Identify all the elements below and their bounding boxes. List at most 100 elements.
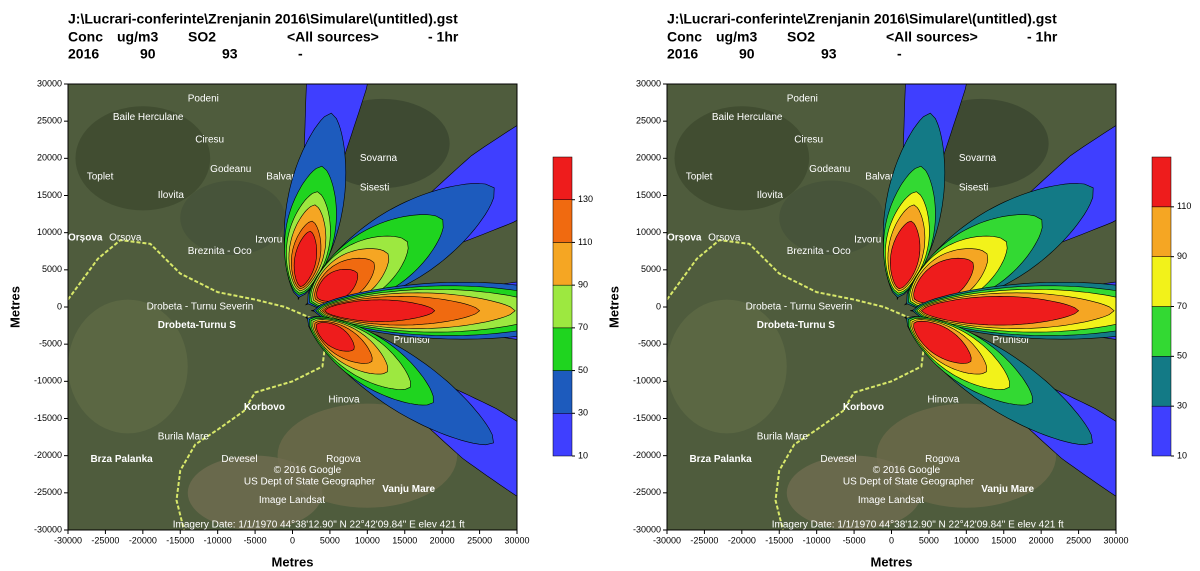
colorbar-tick-label: 110 — [1177, 201, 1191, 211]
map-label: Hinova — [328, 395, 360, 406]
map-label: Izvoru — [255, 235, 282, 246]
map-label: Baile Herculane — [113, 112, 184, 123]
colorbar-band — [1152, 406, 1171, 456]
y-axis-label: Metres — [7, 286, 22, 328]
colorbar-tick-label: 30 — [1177, 401, 1187, 411]
x-tick-label: -15000 — [166, 535, 194, 545]
colorbar-band — [1152, 257, 1171, 307]
info-field: - — [298, 46, 303, 62]
map-label: Drobeta - Turnu Severin — [147, 302, 254, 313]
map-label: Godeanu — [809, 164, 850, 175]
info-field: 93 — [222, 46, 238, 62]
map-label: Drobeta-Turnu S — [757, 320, 835, 331]
colorbar-band — [1152, 356, 1171, 406]
y-tick-label: 30000 — [636, 78, 661, 88]
y-tick-label: -25000 — [34, 487, 62, 497]
y-tick-label: -5000 — [638, 339, 661, 349]
x-tick-label: -20000 — [129, 535, 157, 545]
y-tick-label: 25000 — [636, 116, 661, 126]
colorbar-band — [553, 242, 572, 285]
subtitle-field: - 1hr — [428, 29, 459, 45]
y-tick-label: -15000 — [34, 413, 62, 423]
y-tick-label: 20000 — [37, 153, 62, 163]
x-tick-label: -25000 — [690, 535, 718, 545]
x-tick-label: -25000 — [91, 535, 119, 545]
map-label: Imagery Date: 1/1/1970 44°38'12.90" N 22… — [772, 519, 1064, 530]
x-tick-label: 20000 — [430, 535, 455, 545]
colorbar-tick-label: 130 — [578, 194, 593, 204]
map-label: Burila Mare — [757, 432, 809, 443]
colorbar-tick-label: 30 — [578, 408, 588, 418]
info-field: 2016 — [68, 46, 99, 62]
map-label: Ilovita — [158, 190, 185, 201]
colorbar-tick-label: 10 — [1177, 450, 1187, 460]
map-label: Izvoru — [854, 235, 881, 246]
map-label: Devesel — [820, 454, 856, 465]
map-label: Rogova — [326, 454, 361, 465]
colorbar-band — [553, 413, 572, 456]
y-tick-label: 30000 — [37, 78, 62, 88]
x-tick-label: 10000 — [954, 535, 979, 545]
x-tick-label: 15000 — [392, 535, 417, 545]
y-axis-label: Metres — [606, 286, 621, 328]
y-tick-label: 15000 — [37, 190, 62, 200]
subtitle-field: Conc — [667, 29, 702, 45]
x-axis-label: Metres — [272, 554, 314, 569]
colorbar-tick-label: 10 — [578, 450, 588, 460]
map-label: Vanju Mare — [981, 484, 1034, 495]
subtitle-field: Conc — [68, 29, 103, 45]
colorbar-band — [1152, 307, 1171, 357]
x-tick-label: -5000 — [244, 535, 267, 545]
y-tick-label: 0 — [57, 301, 62, 311]
x-tick-label: 5000 — [320, 535, 340, 545]
x-tick-label: 25000 — [467, 535, 492, 545]
map-label: Image Landsat — [858, 495, 924, 506]
map-label: Korbovo — [244, 402, 285, 413]
info-field: 90 — [739, 46, 755, 62]
y-tick-label: -5000 — [39, 339, 62, 349]
subtitle-field: SO2 — [188, 29, 216, 45]
subtitle-field: ug/m3 — [117, 29, 158, 45]
map-label: US Dept of State Geographer — [244, 476, 376, 487]
colorbar-band — [553, 200, 572, 243]
y-tick-label: -15000 — [633, 413, 661, 423]
map-label: Ciresu — [794, 134, 823, 145]
x-tick-label: 5000 — [919, 535, 939, 545]
x-tick-label: -10000 — [204, 535, 232, 545]
map-label: Podeni — [188, 94, 219, 105]
y-tick-label: 15000 — [636, 190, 661, 200]
map-label: Godeanu — [210, 164, 251, 175]
map-label: Hinova — [927, 395, 959, 406]
x-tick-label: 20000 — [1029, 535, 1054, 545]
colorbar-tick-label: 90 — [578, 280, 588, 290]
panel: J:\Lucrari-conferinte\Zrenjanin 2016\Sim… — [606, 0, 1200, 569]
info-field: 90 — [140, 46, 156, 62]
x-tick-label: 10000 — [355, 535, 380, 545]
x-tick-label: -20000 — [728, 535, 756, 545]
info-field: - — [897, 46, 902, 62]
y-tick-label: 5000 — [641, 264, 661, 274]
panel: J:\Lucrari-conferinte\Zrenjanin 2016\Sim… — [7, 0, 625, 569]
map-label: Ilovita — [757, 190, 784, 201]
plot-area: Podeni Baile Herculane Ciresu Toplet Godeanu… — [68, 0, 626, 530]
info-field: 2016 — [667, 46, 698, 62]
map-label: Toplet — [686, 172, 713, 183]
subtitle-field: ug/m3 — [716, 29, 757, 45]
y-tick-label: -30000 — [633, 524, 661, 534]
y-tick-label: -10000 — [633, 376, 661, 386]
map-label: Breznita - Oco — [787, 246, 851, 257]
map-label: Image Landsat — [259, 495, 325, 506]
colorbar-tick-label: 50 — [578, 365, 588, 375]
map-label: Sovarna — [959, 153, 997, 164]
map-label: Drobeta-Turnu S — [158, 320, 236, 331]
map-label: Toplet — [87, 172, 114, 183]
chart-title: J:\Lucrari-conferinte\Zrenjanin 2016\Sim… — [68, 11, 458, 27]
info-field: 93 — [821, 46, 837, 62]
map-label: Brza Palanka — [689, 454, 752, 465]
x-tick-label: -30000 — [54, 535, 82, 545]
subtitle-field: <All sources> — [287, 29, 379, 45]
y-tick-label: -20000 — [34, 450, 62, 460]
map-label: Ciresu — [195, 134, 224, 145]
y-tick-label: -10000 — [34, 376, 62, 386]
x-tick-label: -30000 — [653, 535, 681, 545]
